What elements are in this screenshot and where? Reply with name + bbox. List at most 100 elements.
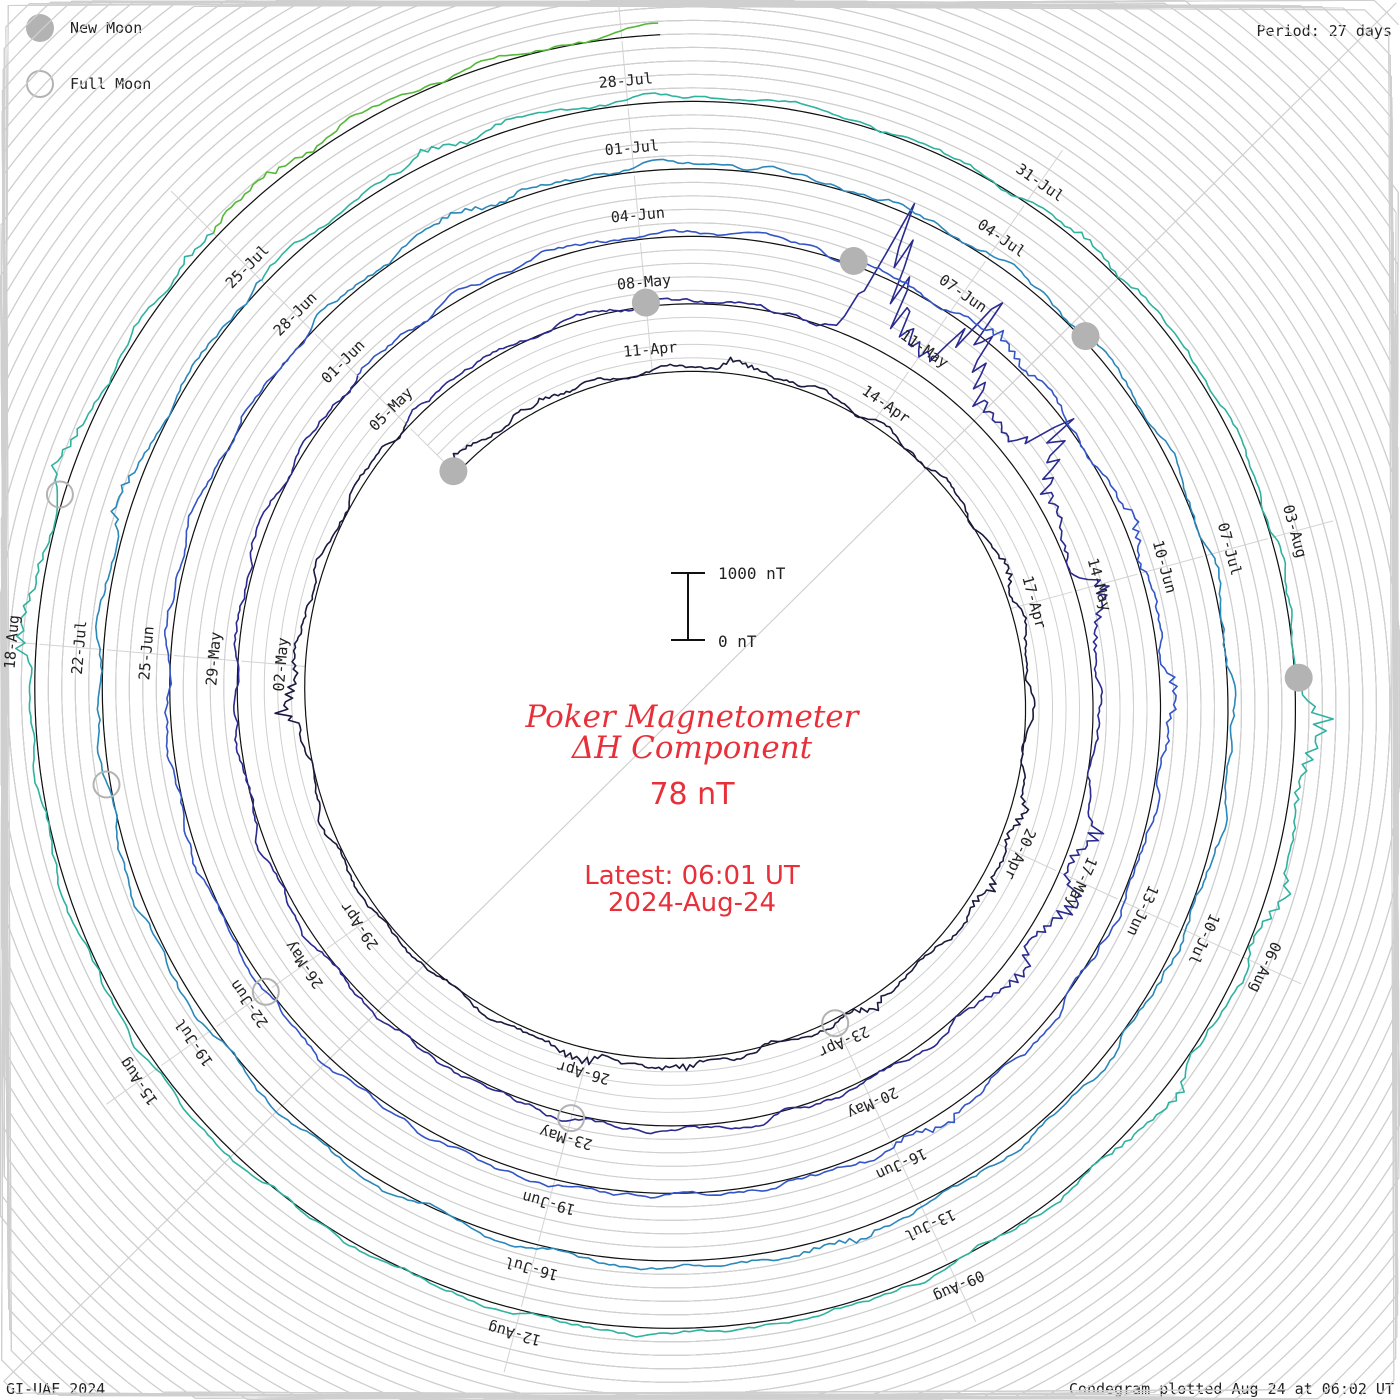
day-spoke (326, 911, 380, 950)
latest-date: 2024-Aug-24 (608, 888, 776, 918)
day-spoke (106, 1066, 159, 1105)
new-moon-marker (439, 457, 468, 486)
day-spoke (1242, 956, 1302, 985)
day-spoke (948, 1263, 977, 1323)
new-moon-icon (26, 14, 54, 42)
current-value: 78 nT (649, 777, 735, 812)
date-label: 01-Jul (604, 136, 660, 159)
day-spoke (1270, 520, 1334, 539)
day-spoke (314, 333, 361, 380)
period-label: Period: 27 days (1256, 22, 1392, 40)
day-spoke (633, 175, 641, 240)
day-spoke (538, 1179, 556, 1242)
day-spoke (106, 649, 171, 656)
full-moon-marker (251, 977, 280, 1006)
date-label: 28-Jul (598, 69, 654, 92)
date-label: 20-Apr (1001, 826, 1040, 883)
day-spoke (997, 843, 1057, 872)
day-spoke (890, 1141, 919, 1201)
chart-title: Poker Magnetometer (525, 699, 861, 735)
day-spoke (1205, 538, 1268, 556)
day-spoke (39, 643, 104, 651)
series-line (95, 158, 1237, 1271)
chart-subtitle: ΔH Component (571, 730, 813, 766)
date-label: 04-Jun (610, 204, 666, 227)
day-spoke (555, 1114, 573, 1177)
date-label: 18-Aug (1, 614, 23, 670)
series-line (274, 356, 1036, 1072)
date-label: 25-Jun (135, 625, 157, 681)
full-moon-marker (92, 770, 121, 799)
series-line (233, 202, 1110, 1135)
new-moon-marker (631, 288, 660, 317)
day-spoke (174, 655, 239, 662)
full-moon-marker (557, 1104, 586, 1133)
series-line (15, 92, 1334, 1338)
day-spoke (1010, 591, 1073, 610)
scale-bar: 1000 nT 0 nT (671, 564, 786, 651)
day-spoke (218, 238, 265, 285)
day-spoke (646, 309, 653, 374)
baseline-spiral (34, 34, 1296, 1329)
date-label: 13-Jun (1123, 882, 1162, 939)
date-label: 22-Jul (68, 620, 90, 676)
date-label: 04-Jul (974, 215, 1029, 261)
new-moon-marker (1071, 322, 1100, 351)
date-label: 08-May (616, 271, 672, 294)
date-label: 02-May (270, 637, 292, 693)
new-moon-marker (1284, 663, 1313, 692)
date-label: 17-May (1062, 854, 1101, 911)
day-spoke (572, 1048, 590, 1112)
date-label: 11-Apr (622, 338, 678, 361)
day-spoke (362, 380, 409, 427)
grid-ring (0, 0, 1337, 1370)
day-spoke (216, 989, 270, 1027)
scale-top-label: 1000 nT (718, 564, 786, 583)
day-spoke (627, 108, 635, 173)
day-spoke (1140, 555, 1203, 574)
full-moon-marker (821, 1009, 850, 1038)
series-line (164, 229, 1178, 1199)
full-moon-marker (45, 480, 74, 509)
day-spoke (520, 1244, 539, 1307)
grid-ring (0, 1, 1350, 1383)
baseline-spiral-path (34, 34, 1296, 1329)
day-spoke (948, 260, 987, 314)
day-spoke (861, 1080, 890, 1139)
legend-full-moon-label: Full Moon (70, 75, 152, 93)
day-spoke (919, 1202, 948, 1262)
scale-bottom-label: 0 nT (718, 632, 757, 651)
date-label: 14-May (1084, 556, 1116, 613)
day-spoke (503, 1309, 521, 1373)
day-spoke (1120, 900, 1179, 928)
moon-markers (45, 247, 1313, 1133)
day-spoke (833, 1019, 862, 1078)
date-label: 14-Apr (859, 382, 914, 428)
day-spoke (1075, 573, 1138, 592)
latest-time: Latest: 06:01 UT (584, 861, 800, 891)
series-group (15, 22, 1334, 1338)
day-spoke (617, 0, 623, 38)
day-spoke (871, 371, 909, 425)
day-spoke (1181, 928, 1241, 957)
day-spoke (987, 205, 1025, 259)
day-spoke (621, 41, 629, 106)
day-spoke (910, 316, 948, 370)
date-label: 29-May (202, 631, 224, 687)
date-label: 13-Jul (902, 1205, 959, 1244)
day-spoke (170, 190, 218, 237)
day-spoke (266, 285, 313, 332)
day-spoke (1058, 871, 1118, 900)
date-label: 06-Aug (1246, 939, 1285, 996)
day-spoke (161, 1027, 215, 1066)
new-moon-marker (839, 247, 868, 275)
series-line (212, 22, 659, 234)
day-spoke (1025, 149, 1064, 203)
